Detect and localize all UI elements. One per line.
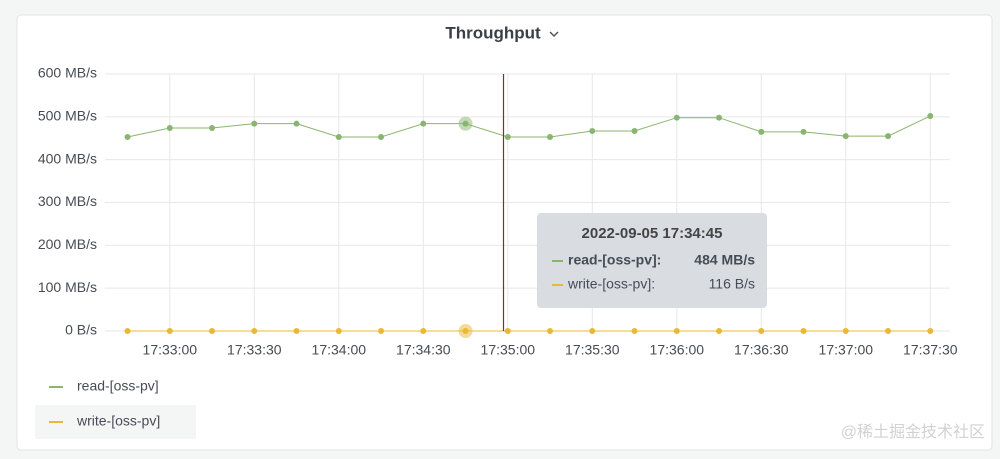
point	[631, 127, 638, 134]
point	[800, 327, 807, 334]
point	[673, 114, 680, 121]
point	[842, 133, 849, 140]
x-tick-label: 17:33:00	[143, 342, 198, 358]
x-tick-label: 17:37:00	[819, 342, 874, 358]
tooltip-value: 116 B/s	[709, 276, 755, 292]
point	[378, 133, 385, 140]
point	[335, 327, 342, 334]
x-tick-label: 17:36:30	[734, 342, 789, 358]
watermark: @稀土掘金技术社区	[841, 423, 985, 441]
tooltip-name: read-[oss-pv]:	[568, 252, 661, 268]
point	[378, 327, 385, 334]
point	[547, 133, 554, 140]
point	[251, 327, 258, 334]
point	[589, 327, 596, 334]
x-tick-label: 17:34:00	[312, 342, 367, 358]
point	[716, 327, 723, 334]
point	[462, 327, 469, 334]
point	[124, 133, 131, 140]
tooltip-value: 484 MB/s	[694, 252, 755, 268]
point	[631, 327, 638, 334]
y-tick-label: 500 MB/s	[38, 108, 97, 124]
point	[251, 120, 258, 127]
x-tick-label: 17:34:30	[396, 342, 451, 358]
tooltip-name: write-[oss-pv]:	[567, 276, 655, 292]
point	[462, 120, 469, 127]
point	[927, 327, 934, 334]
point	[504, 133, 511, 140]
point	[293, 327, 300, 334]
legend-label[interactable]: write-[oss-pv]	[76, 413, 160, 429]
tooltip	[537, 213, 767, 308]
point	[420, 120, 427, 127]
point	[673, 327, 680, 334]
y-tick-label: 600 MB/s	[38, 65, 97, 81]
title-chevron[interactable]	[549, 31, 559, 38]
x-tick-label: 17:35:00	[481, 342, 536, 358]
x-tick-label: 17:35:30	[565, 342, 620, 358]
point	[504, 327, 511, 334]
y-tick-label: 100 MB/s	[38, 279, 97, 295]
point	[166, 327, 173, 334]
x-tick-label: 17:37:30	[903, 342, 958, 358]
y-tick-label: 300 MB/s	[38, 193, 97, 209]
x-tick-label: 17:36:00	[650, 342, 705, 358]
point	[927, 112, 934, 119]
legend-hover	[35, 405, 196, 439]
series-line	[127, 115, 931, 138]
point	[758, 327, 765, 334]
chart-title[interactable]: Throughput	[445, 23, 541, 42]
point	[209, 124, 216, 131]
point	[209, 327, 216, 334]
point	[716, 114, 723, 121]
point	[800, 128, 807, 135]
point	[420, 327, 427, 334]
point	[758, 128, 765, 135]
tooltip-title: 2022-09-05 17:34:45	[582, 225, 723, 242]
legend-label[interactable]: read-[oss-pv]	[77, 378, 159, 394]
x-tick-label: 17:33:30	[227, 342, 282, 358]
point	[842, 327, 849, 334]
y-tick-label: 400 MB/s	[38, 150, 97, 166]
point	[589, 127, 596, 134]
point	[293, 120, 300, 127]
point	[124, 327, 131, 334]
point	[885, 133, 892, 140]
point	[885, 327, 892, 334]
point	[547, 327, 554, 334]
point	[335, 133, 342, 140]
y-tick-label: 200 MB/s	[38, 236, 97, 252]
point	[166, 124, 173, 131]
y-tick-label: 0 B/s	[65, 322, 97, 338]
